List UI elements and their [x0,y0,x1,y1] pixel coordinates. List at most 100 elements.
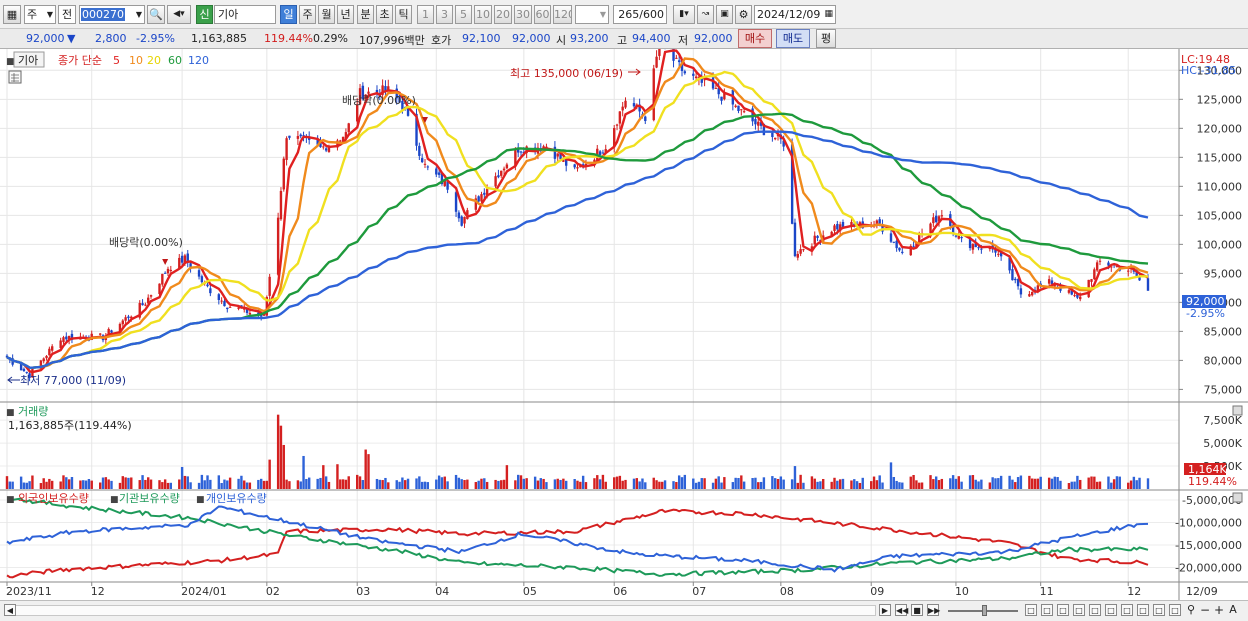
volume-bar [395,480,398,489]
period-year[interactable]: 년 [337,5,354,24]
interval-5[interactable]: 5 [455,5,472,24]
candle-body [1079,296,1082,300]
volume-bar [11,481,14,489]
export-icon[interactable]: □ [1169,604,1181,616]
volume-bar [940,478,944,489]
candle-body [799,249,802,254]
scroll-right-icon[interactable]: ▶ [879,604,891,616]
candle-body [1076,293,1079,298]
table-icon[interactable] [8,70,22,84]
current-price-tag-text: 92,000 [1186,295,1225,308]
horizontal-scrollbar[interactable] [8,605,876,616]
volume-bar [248,482,252,489]
stock-code-input[interactable]: 000270 ▼ [79,5,145,24]
period-tick[interactable]: 틱 [395,5,412,24]
zoom-in-icon[interactable]: + [1213,603,1225,617]
stock-tag-box[interactable] [13,51,45,68]
candle-body [734,105,737,107]
zoom-slider-handle[interactable] [982,605,987,616]
page-total: /600 [639,8,664,21]
volume-bar [737,477,740,489]
grid-icon[interactable]: □ [1105,604,1117,616]
interval-10[interactable]: 10 [474,5,492,24]
period-day[interactable]: 일 [280,5,297,24]
period-label: 년 [340,8,351,21]
gear-icon[interactable]: ⚙ [735,5,752,24]
period-minute[interactable]: 분 [357,5,374,24]
candle-body [65,336,68,340]
zoom-out-icon[interactable]: − [1199,603,1211,617]
fast-forward-icon[interactable]: ▶▶ [927,604,941,616]
market-type-select[interactable]: 주 ▼ [24,5,56,24]
interval-label: 120 [554,8,571,21]
candle-body [505,164,509,169]
candle-body [968,237,972,249]
period-month[interactable]: 월 [318,5,335,24]
layout-icon[interactable]: □ [1025,604,1037,616]
scroll-left-icon[interactable]: ◀ [4,604,16,616]
close-icon[interactable] [1232,492,1243,503]
period-week[interactable]: 주 [299,5,316,24]
interval-60[interactable]: 60 [534,5,551,24]
stock-name-field[interactable]: 기아 [214,5,276,24]
candle-body [556,153,559,157]
volume-bar [1135,480,1138,489]
stop-icon[interactable]: ■ [911,604,923,616]
volume-current-tag-text: 1,164K [1188,463,1227,476]
legend-dot-icon: ■ [110,495,119,505]
candle-body [1036,285,1040,291]
volume-bar [48,478,51,489]
volume-bar [378,479,382,489]
volume-bar [1039,476,1042,489]
page-count-field[interactable]: 265/600 [613,5,667,24]
print-icon[interactable]: □ [1153,604,1165,616]
search-icon[interactable]: 🔍 [147,5,165,24]
volume-bar [1019,475,1023,489]
interval-30[interactable]: 30 [514,5,532,24]
candle-body [147,297,150,304]
candle-body [1014,278,1017,281]
interval-3[interactable]: 3 [436,5,453,24]
view-mode-button[interactable]: 전 [58,5,76,24]
candle-body [579,165,582,168]
speaker-icon[interactable]: ◀▾ [167,5,191,24]
close-icon[interactable] [1232,405,1243,416]
candle-body [898,247,901,251]
interval-20[interactable]: 20 [494,5,512,24]
candle-body [189,263,192,269]
volume-bar [324,476,328,489]
window-menu-icon[interactable]: ▦ [3,5,21,24]
link-icon[interactable]: □ [1137,604,1149,616]
current-change-tag: -2.95% [1186,307,1225,320]
candle-body [494,176,497,187]
tools-icon[interactable]: □ [1073,604,1085,616]
buy-button[interactable]: 매수 [738,29,772,48]
sell-button[interactable]: 매도 [776,29,810,48]
compare-icon[interactable]: □ [1041,604,1053,616]
candle-body [980,248,983,250]
indicator-icon[interactable]: ↝ [697,5,714,24]
interval-1[interactable]: 1 [417,5,434,24]
period-second[interactable]: 초 [376,5,393,24]
search-zoom-icon[interactable]: ⚲ [1186,603,1196,616]
candle-body [714,87,718,89]
rewind-icon[interactable]: ◀◀ [895,604,909,616]
overlay-icon[interactable]: □ [1057,604,1069,616]
date-field[interactable]: 2024/12/09 ▦ [754,5,836,24]
text-size-icon[interactable]: A [1229,603,1237,616]
volume-bar [542,478,545,489]
candle-body [836,223,839,230]
candle-body [268,276,271,296]
volume-bar [183,475,187,489]
candle-body [1028,294,1031,297]
interval-custom-select[interactable]: ▼ [575,5,609,24]
candle-body [644,116,647,122]
interval-120[interactable]: 120 [553,5,572,24]
eval-button[interactable]: 평 [816,29,836,48]
split-icon[interactable]: □ [1089,604,1101,616]
copy-icon[interactable]: □ [1121,604,1133,616]
stock-chart[interactable]: 130,000125,000120,000115,000110,000105,0… [0,49,1248,600]
candle-type-icon[interactable]: ▮▾ [673,5,695,24]
save-icon[interactable]: ▣ [716,5,733,24]
x-tick-label: 2023/11 [6,585,52,598]
